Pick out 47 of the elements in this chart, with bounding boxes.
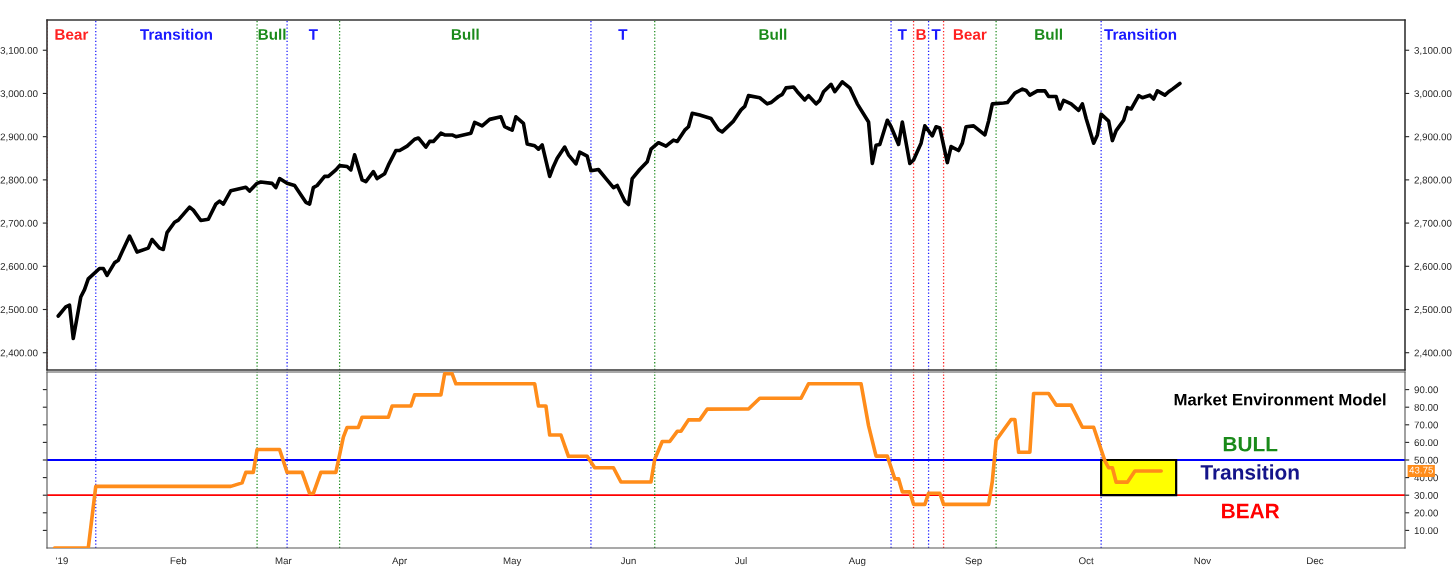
y-tick-label: 10.00 [1414,527,1438,535]
ref-line-label: T [308,29,318,40]
y-tick-label: 70.00 [1414,421,1438,429]
annotation: BULL [1223,436,1278,452]
y-tick-label: 60.00 [1414,439,1438,447]
ref-line-label: Bear [953,29,987,40]
x-tick-label: Jul [734,557,747,565]
y-tick-label: 20.00 [1414,509,1438,517]
y-tick-label: 2,900.00 [0,133,38,142]
ref-line-label: T [931,29,941,40]
y-tick-label: 2,500.00 [0,306,38,315]
line-series [52,372,1163,548]
ref-line-label: Bear [55,29,89,40]
x-tick-label: Oct [1079,557,1094,565]
y-tick-label: 3,100.00 [0,46,38,56]
annotation: Transition [1200,464,1299,480]
x-tick-label: '19 [56,557,68,565]
y-tick-label: 90.00 [1414,386,1438,394]
ref-line-label: T [897,29,907,40]
y-tick-label: 30.00 [1414,491,1438,499]
x-tick-label: Dec [1307,557,1324,565]
text: Market Environment Model [1174,393,1386,406]
y-tick-label: 2,700.00 [0,219,38,228]
x-tick-label: Feb [170,557,187,565]
y-tick-label: 50.00 [1414,456,1438,464]
x-tick-label: Apr [392,557,408,567]
ref-line-label: Transition [140,28,212,40]
x-tick-label: Sep [965,557,982,567]
x-tick-label: Nov [1194,557,1212,565]
y-tick-label: 3,000.00 [0,90,38,99]
ref-line-label: Bull [451,28,479,40]
ref-line-label: Bull [759,28,787,40]
ref-line-label: Bull [258,28,286,40]
x-tick-label: Jun [620,557,636,565]
y-tick-label: 2,600.00 [0,263,38,272]
x-tick-label: Aug [848,557,866,567]
y-tick-label: 2,800.00 [0,176,38,185]
ref-line-label: T [618,29,628,40]
x-tick-label: May [503,557,522,567]
ref-line-label: Transition [1104,28,1177,40]
line-series [56,79,1182,341]
ref-line-label: Bull [1035,28,1062,40]
y-tick-label: 80.00 [1414,403,1438,411]
x-tick-label: Mar [275,557,292,565]
annotation: BEAR [1222,503,1280,519]
y-tick-label: 2,400.00 [0,349,38,358]
ref-line-label: B [916,29,926,40]
